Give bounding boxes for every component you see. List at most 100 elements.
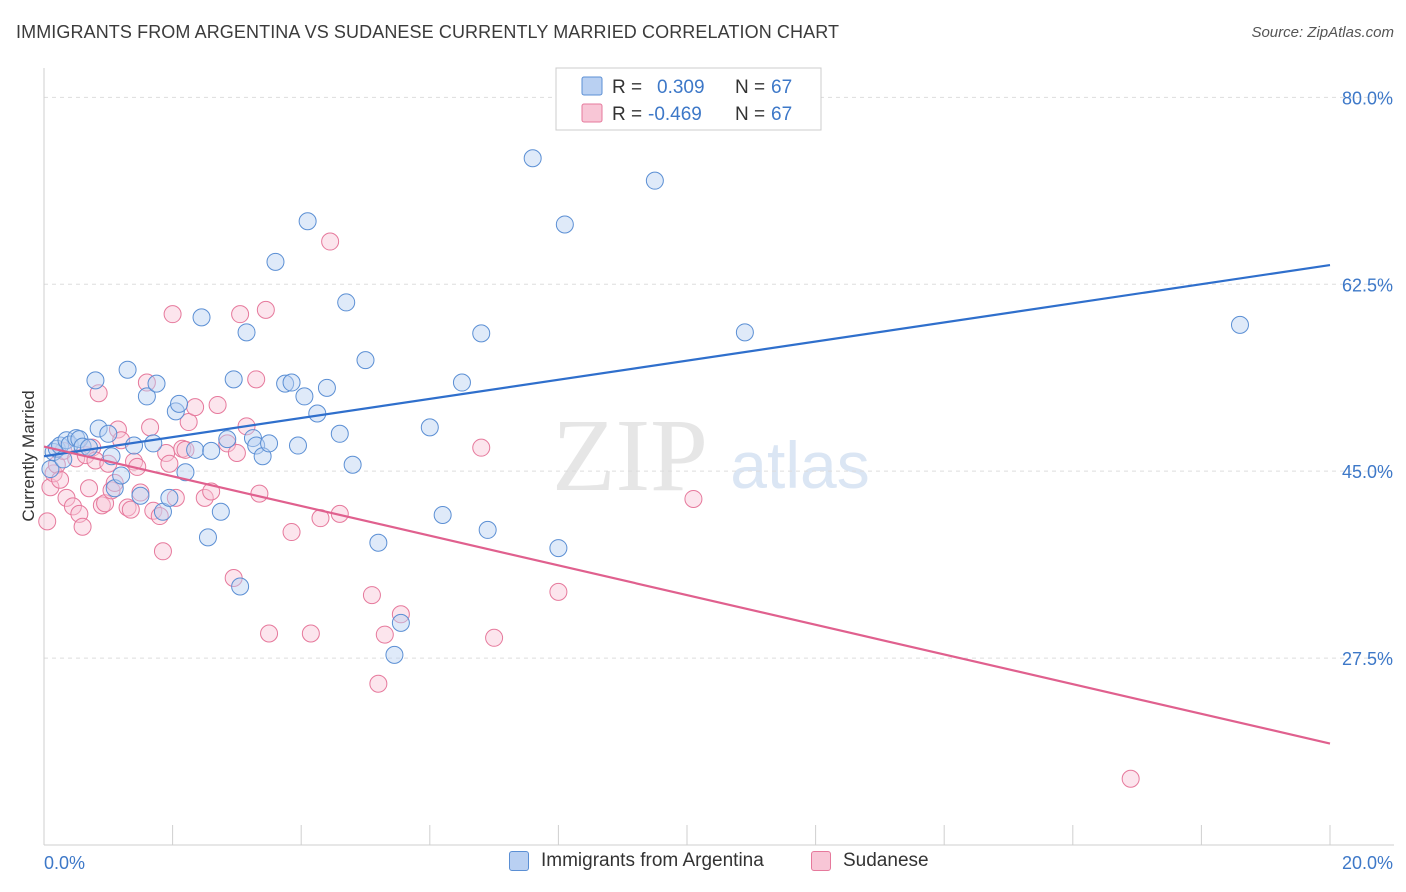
argentina-point-54	[385, 645, 404, 664]
source-credit: Source: ZipAtlas.com	[1251, 24, 1394, 41]
argentina-point-44	[288, 436, 307, 455]
legend-r-label-blue: R =	[612, 77, 642, 98]
sudanese-point-64	[1121, 769, 1140, 788]
sudanese-point-38	[179, 413, 198, 432]
argentina-point-52	[356, 351, 375, 370]
sudanese-point-20	[105, 473, 124, 492]
sudanese-point-58	[375, 625, 394, 644]
argentina-point-24	[160, 488, 179, 507]
argentina-point-55	[391, 613, 410, 632]
x-tick-label-1: 20.0%	[1342, 853, 1393, 873]
argentina-point-19	[131, 486, 150, 505]
argentina-point-41	[266, 252, 285, 271]
sudanese-point-34	[160, 454, 179, 473]
sudanese-point-50	[256, 300, 275, 319]
legend-item-argentina: Immigrants from Argentina	[509, 850, 764, 872]
argentina-point-0	[41, 460, 60, 479]
legend-swatch-pink	[581, 103, 603, 123]
sudanese-point-12	[80, 479, 99, 498]
argentina-point-53	[369, 533, 388, 552]
sudanese-point-21	[108, 420, 127, 439]
sudanese-point-32	[153, 542, 172, 561]
argentina-point-40	[260, 434, 279, 453]
sudanese-point-61	[485, 628, 504, 647]
sudanese-point-63	[684, 489, 703, 508]
legend-r-value-pink: -0.469	[648, 104, 702, 125]
y-tick-label-0: 27.5%	[1342, 649, 1393, 669]
sudanese-point-39	[186, 398, 205, 417]
sudanese-point-23	[118, 498, 137, 517]
series-legend: Immigrants from Argentina Sudanese	[0, 850, 1406, 880]
sudanese-point-49	[250, 484, 269, 503]
argentina-point-48	[317, 378, 336, 397]
sudanese-point-60	[472, 438, 491, 457]
legend-item-sudanese: Sudanese	[811, 850, 929, 872]
sudanese-point-16	[92, 496, 111, 515]
argentina-points	[41, 149, 1249, 664]
argentina-point-45	[295, 387, 314, 406]
argentina-point-58	[452, 373, 471, 392]
argentina-point-35	[231, 577, 250, 596]
chart-title: IMMIGRANTS FROM ARGENTINA VS SUDANESE CU…	[16, 22, 840, 42]
sudanese-point-36	[166, 488, 185, 507]
y-tick-label-3: 80.0%	[1342, 88, 1393, 108]
argentina-point-32	[211, 502, 230, 521]
argentina-point-59	[472, 324, 491, 343]
sudanese-point-45	[227, 444, 246, 463]
argentina-point-51	[343, 455, 362, 474]
argentina-point-61	[523, 149, 542, 168]
argentina-point-26	[170, 394, 189, 413]
argentina-point-16	[112, 466, 131, 485]
x-tick-label-0: 0.0%	[44, 853, 85, 873]
legend-r-value-blue: 0.309	[657, 77, 705, 98]
argentina-point-62	[549, 539, 568, 558]
argentina-point-21	[144, 434, 163, 453]
legend-label-argentina: Immigrants from Argentina	[541, 850, 764, 871]
sudanese-point-43	[218, 434, 237, 453]
argentina-point-33	[218, 430, 237, 449]
sudanese-point-56	[362, 586, 381, 605]
legend-n-label-blue: N =	[735, 77, 765, 98]
argentina-point-46	[298, 212, 317, 231]
argentina-point-30	[198, 528, 217, 547]
axes	[43, 68, 1394, 846]
legend-n-value-blue: 67	[771, 77, 792, 98]
tick-labels: 27.5% 45.0% 62.5% 80.0% 0.0% 20.0%	[44, 88, 1393, 873]
argentina-point-47	[308, 404, 327, 423]
argentina-point-12	[89, 419, 108, 438]
argentina-point-49	[330, 424, 349, 443]
stats-legend: R = 0.309 N = 67 R = -0.469 N = 67	[555, 67, 822, 131]
legend-n-value-pink: 67	[771, 104, 792, 125]
argentina-point-20	[137, 387, 156, 406]
sudanese-point-62	[549, 582, 568, 601]
argentina-point-13	[99, 424, 118, 443]
sudanese-point-57	[369, 674, 388, 693]
argentina-point-43	[282, 373, 301, 392]
sudanese-point-46	[231, 305, 250, 324]
legend-r-label-pink: R =	[612, 104, 642, 125]
argentina-point-50	[337, 293, 356, 312]
sudanese-point-24	[121, 500, 140, 519]
sudanese-point-10	[73, 517, 92, 536]
trend-lines	[43, 263, 1331, 745]
argentina-point-29	[192, 308, 211, 327]
argentina-point-11	[86, 371, 105, 390]
watermark-atlas: atlas	[730, 428, 869, 502]
argentina-point-56	[420, 418, 439, 437]
argentina-point-42	[276, 374, 295, 393]
argentina-point-22	[147, 374, 166, 393]
argentina-point-18	[125, 436, 144, 455]
sudanese-point-0	[38, 512, 57, 531]
legend-label-sudanese: Sudanese	[843, 850, 929, 871]
sudanese-point-40	[195, 488, 214, 507]
argentina-point-57	[433, 505, 452, 524]
sudanese-point-48	[247, 370, 266, 389]
sudanese-trend-line	[43, 445, 1331, 745]
sudanese-point-51	[260, 624, 279, 643]
argentina-point-60	[478, 520, 497, 539]
legend-swatch-argentina	[509, 851, 529, 871]
argentina-point-27	[176, 463, 195, 482]
legend-swatch-sudanese	[811, 851, 831, 871]
sudanese-point-54	[321, 232, 340, 251]
